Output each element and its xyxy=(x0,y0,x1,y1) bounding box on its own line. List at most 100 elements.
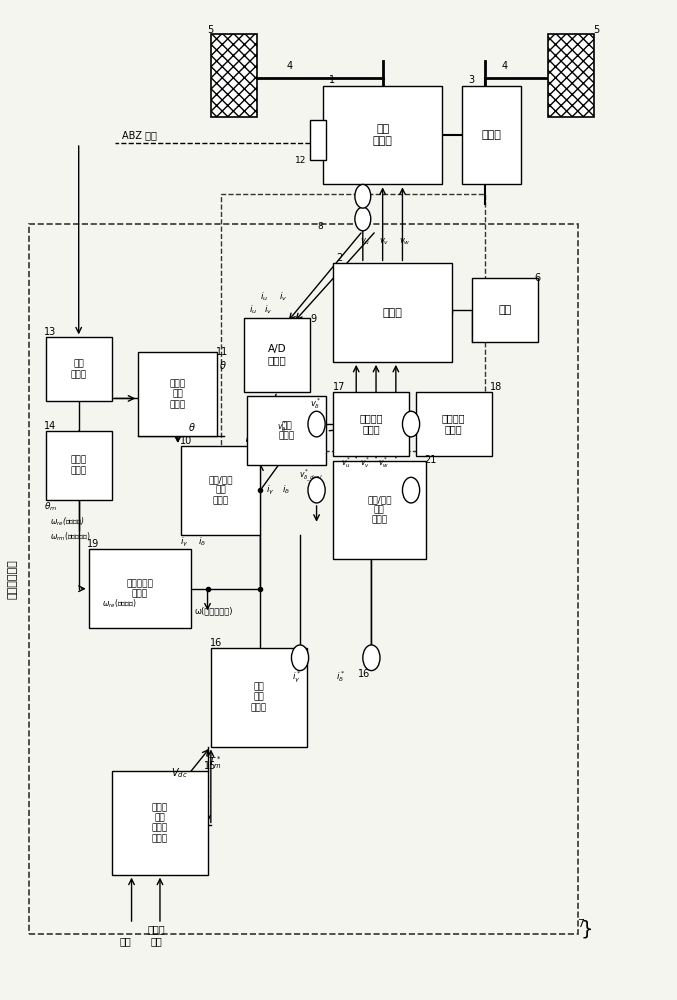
Text: $v_u^*$: $v_u^*$ xyxy=(353,414,364,429)
Text: $v^*_{\delta\_dcpl}$: $v^*_{\delta\_dcpl}$ xyxy=(299,468,323,484)
Bar xyxy=(221,194,485,451)
Text: 解耦
控制器: 解耦 控制器 xyxy=(279,421,295,441)
Bar xyxy=(548,34,594,117)
Text: 9: 9 xyxy=(310,314,316,324)
Text: $\theta_m$: $\theta_m$ xyxy=(44,501,57,513)
Bar xyxy=(138,352,217,436)
Text: ABZ 脉冲: ABZ 脉冲 xyxy=(122,130,156,140)
Text: $\omega_{re}$(电角速度): $\omega_{re}$(电角速度) xyxy=(50,516,85,528)
Bar xyxy=(45,431,112,500)
Text: 15: 15 xyxy=(204,761,217,771)
Text: $v_w^*$: $v_w^*$ xyxy=(393,414,403,429)
Text: +: + xyxy=(313,413,321,423)
Text: $i^*_\gamma$: $i^*_\gamma$ xyxy=(292,669,301,685)
Text: $v^*_\delta$: $v^*_\delta$ xyxy=(310,396,321,411)
Circle shape xyxy=(355,184,371,208)
Text: $i_\delta$: $i_\delta$ xyxy=(198,535,206,548)
Bar xyxy=(112,771,208,875)
Text: 加速器
开度: 加速器 开度 xyxy=(147,924,165,946)
Text: $v_u^*$: $v_u^*$ xyxy=(341,455,351,470)
Bar xyxy=(333,461,426,559)
Text: 1: 1 xyxy=(328,75,334,85)
Text: 电池: 电池 xyxy=(498,305,512,315)
Text: 3: 3 xyxy=(468,75,475,85)
Text: $i_\gamma$: $i_\gamma$ xyxy=(180,536,188,549)
Bar xyxy=(416,392,492,456)
Text: $V_{dc}$: $V_{dc}$ xyxy=(171,766,188,780)
Text: 脉冲
计数器: 脉冲 计数器 xyxy=(70,360,87,379)
Text: $v_w$: $v_w$ xyxy=(399,236,411,247)
Text: +: + xyxy=(313,480,321,490)
Text: $i_u$: $i_u$ xyxy=(248,304,257,316)
Bar xyxy=(244,318,310,392)
Text: 励磁电流
控制器: 励磁电流 控制器 xyxy=(359,413,383,434)
Text: 逆变器: 逆变器 xyxy=(383,308,403,318)
Circle shape xyxy=(402,477,420,503)
Text: 角速度
运算器: 角速度 运算器 xyxy=(70,456,87,475)
Text: +: + xyxy=(402,420,410,430)
Text: $\omega_{rm}$(机械角速度): $\omega_{rm}$(机械角速度) xyxy=(50,530,91,543)
Text: 14: 14 xyxy=(44,421,57,431)
Text: $i_v$: $i_v$ xyxy=(264,304,272,316)
Text: 转差角频率
控制器: 转差角频率 控制器 xyxy=(127,579,153,598)
Text: $i_u$: $i_u$ xyxy=(261,291,269,303)
Text: 2: 2 xyxy=(336,253,343,263)
Text: 电动机控制器: 电动机控制器 xyxy=(7,559,18,599)
Text: $i^*_\delta$: $i^*_\delta$ xyxy=(336,669,346,684)
Text: 6: 6 xyxy=(535,273,541,283)
Text: +: + xyxy=(402,486,410,496)
Bar xyxy=(211,648,307,747)
Text: 4: 4 xyxy=(287,61,293,71)
Bar xyxy=(29,224,577,934)
Text: 12: 12 xyxy=(295,156,307,165)
Text: $i_\delta$: $i_\delta$ xyxy=(282,483,290,496)
Bar xyxy=(333,263,452,362)
Bar xyxy=(211,34,257,117)
Bar xyxy=(472,278,538,342)
Text: $\omega_{re}$(电角速度): $\omega_{re}$(电角速度) xyxy=(102,598,137,610)
Text: 电动机
扭矩
指令值
运算器: 电动机 扭矩 指令值 运算器 xyxy=(152,803,168,843)
Bar xyxy=(89,549,191,628)
Bar xyxy=(181,446,261,535)
Text: 5: 5 xyxy=(593,25,599,35)
Text: 扭矩电流
控制器: 扭矩电流 控制器 xyxy=(442,413,465,434)
Text: 19: 19 xyxy=(87,539,100,549)
Text: $i_v$: $i_v$ xyxy=(279,291,287,303)
Text: $v_w^*$: $v_w^*$ xyxy=(378,455,389,470)
Text: 5: 5 xyxy=(208,25,214,35)
Text: −: − xyxy=(307,420,317,430)
Text: 10: 10 xyxy=(180,436,192,446)
Text: 4: 4 xyxy=(502,61,508,71)
Text: $v_v^*$: $v_v^*$ xyxy=(373,414,383,429)
Text: −: − xyxy=(290,654,300,664)
Text: +: + xyxy=(363,654,371,664)
Text: $v_u$: $v_u$ xyxy=(359,236,370,247)
Text: +: + xyxy=(407,413,415,423)
Text: }: } xyxy=(581,919,593,938)
Text: 变换用
角度
运算器: 变换用 角度 运算器 xyxy=(170,379,186,409)
Text: 21: 21 xyxy=(424,455,437,465)
Text: +: + xyxy=(308,486,316,496)
Text: $v_v^*$: $v_v^*$ xyxy=(359,455,370,470)
Text: $v^*_{\delta}$: $v^*_{\delta}$ xyxy=(277,419,288,434)
Text: 17: 17 xyxy=(333,382,345,392)
Text: +: + xyxy=(368,648,376,658)
Text: A/D
变换器: A/D 变换器 xyxy=(267,344,286,365)
Bar xyxy=(310,120,326,160)
Text: +: + xyxy=(296,648,304,658)
Bar xyxy=(462,86,521,184)
Circle shape xyxy=(308,477,325,503)
Circle shape xyxy=(292,645,309,671)
Text: 11: 11 xyxy=(216,347,228,357)
Circle shape xyxy=(363,645,380,671)
Text: 车速: 车速 xyxy=(119,936,131,946)
Bar xyxy=(323,86,442,184)
Text: 二相/三相
电源
变换器: 二相/三相 电源 变换器 xyxy=(367,495,391,525)
Text: 7: 7 xyxy=(577,919,585,929)
Bar xyxy=(333,392,409,456)
Bar xyxy=(247,396,326,465)
Text: 18: 18 xyxy=(490,382,502,392)
Circle shape xyxy=(355,207,371,231)
Text: 8: 8 xyxy=(318,222,323,231)
Bar xyxy=(45,337,112,401)
